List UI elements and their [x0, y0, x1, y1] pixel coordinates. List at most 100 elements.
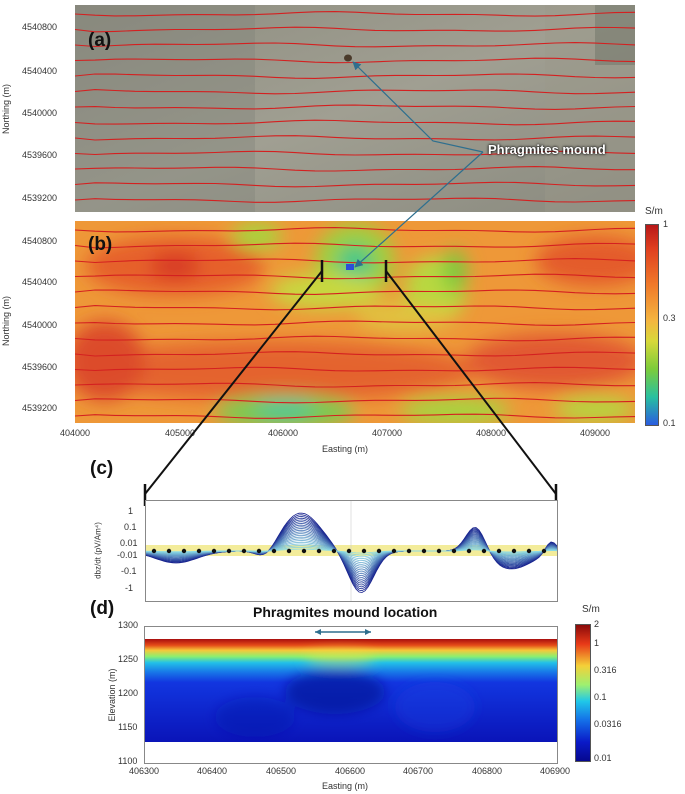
station-marker: [496, 548, 502, 554]
flight-line: [74, 397, 636, 404]
panel-d: [144, 626, 558, 764]
tick-label: 4540800: [22, 22, 58, 32]
tick-label: 406900: [540, 766, 571, 776]
station-marker: [436, 548, 442, 554]
station-marker: [421, 548, 427, 554]
tick-label: 406500: [266, 766, 297, 776]
colorbar-b-label: 0.1: [663, 418, 676, 428]
flight-line: [74, 104, 636, 110]
tick-label: 406000: [268, 428, 299, 438]
panel-d-letter: (d): [90, 598, 115, 619]
conductivity-section: [145, 629, 557, 763]
station-marker: [451, 548, 457, 554]
tick-label: 1200: [118, 688, 139, 698]
flight-line: [74, 335, 636, 342]
flight-line: [74, 366, 636, 372]
mound-marker-b: [346, 264, 354, 270]
tick-label: -1: [125, 583, 134, 593]
tick-label: 1150: [118, 722, 138, 732]
mound-marker-a: [344, 54, 352, 62]
station-marker: [181, 548, 187, 554]
station-marker: [481, 548, 487, 554]
flight-line: [74, 119, 636, 126]
flight-line: [74, 135, 636, 141]
tick-label: 406600: [335, 766, 366, 776]
colorbar-d-label: 0.01: [594, 753, 612, 763]
elevation-label: Elevation (m): [107, 668, 117, 722]
tick-label: 408000: [476, 428, 507, 438]
flight-line: [74, 197, 636, 203]
colorbar-d-label: 2: [594, 619, 600, 629]
flight-line: [74, 351, 636, 357]
easting-label-b: Easting (m): [322, 444, 369, 454]
station-marker: [331, 548, 337, 554]
tick-label: 4540800: [22, 236, 58, 246]
flight-line: [74, 382, 635, 388]
tick-label: 4539600: [22, 150, 58, 160]
zoom-line-right: [385, 270, 557, 495]
section-title: Phragmites mound location: [253, 604, 438, 620]
tick-label: -0.01: [117, 550, 138, 560]
station-marker: [241, 548, 247, 554]
panel-b: [65, 221, 655, 427]
tick-label: 407000: [372, 428, 403, 438]
colorbar-d-label: 1: [594, 638, 600, 648]
flight-line: [74, 305, 636, 311]
tick-label: -0.1: [121, 566, 137, 576]
station-marker: [361, 548, 367, 554]
zoom-line-left: [144, 270, 323, 495]
panel-a-letter: (a): [88, 30, 112, 51]
flight-line: [74, 181, 636, 188]
flight-line: [74, 89, 636, 95]
colorbar-d: [575, 624, 591, 762]
tick-label: 406800: [472, 766, 503, 776]
colorbar-d-label: 0.1: [594, 692, 607, 702]
flight-line: [74, 227, 636, 233]
tick-label: 406700: [403, 766, 434, 776]
flight-line: [74, 11, 636, 17]
colorbar-b-label: 1: [663, 219, 669, 229]
station-marker: [286, 548, 292, 554]
station-marker: [316, 548, 322, 554]
tick-label: 409000: [580, 428, 611, 438]
tick-label: 406300: [129, 766, 160, 776]
flight-line: [74, 242, 636, 249]
colorbar-d-label: 0.316: [594, 665, 617, 675]
flight-line: [74, 150, 636, 156]
tick-label: 4540000: [22, 108, 58, 118]
flight-line: [74, 320, 636, 326]
conductivity-map: [65, 221, 655, 427]
flight-line: [74, 73, 636, 79]
arrow-to-mound-a: [352, 61, 484, 153]
panel-b-letter: (b): [88, 234, 113, 255]
flight-line: [74, 42, 636, 48]
colorbar-b: [645, 224, 659, 426]
station-marker: [346, 548, 352, 554]
panel-c: [145, 500, 558, 602]
station-marker: [391, 548, 397, 554]
tick-label: 0.1: [124, 522, 137, 532]
station-marker: [226, 548, 232, 554]
panel-a: [74, 5, 636, 212]
colorbar-d-unit: S/m: [582, 604, 600, 615]
tick-label: 1: [128, 506, 134, 516]
tick-label: 0.01: [120, 538, 138, 548]
station-marker: [256, 548, 262, 554]
flight-line: [74, 413, 636, 419]
station-marker: [526, 548, 532, 554]
station-marker: [211, 548, 217, 554]
tick-label: 4539200: [22, 403, 58, 413]
tick-label: 405000: [165, 428, 196, 438]
tick-label: 1100: [118, 756, 138, 766]
annotation-label: Phragmites mound: [488, 142, 606, 157]
colorbar-b-unit: S/m: [645, 206, 663, 217]
flight-line: [74, 26, 636, 33]
tick-label: 404000: [60, 428, 91, 438]
flight-line: [74, 289, 636, 295]
colorbar-d-label: 0.0316: [594, 719, 622, 729]
section-easting-label: Easting (m): [322, 781, 369, 791]
decay-curves: [145, 501, 558, 601]
tick-label: 4539200: [22, 193, 58, 203]
flight-line: [74, 273, 636, 280]
